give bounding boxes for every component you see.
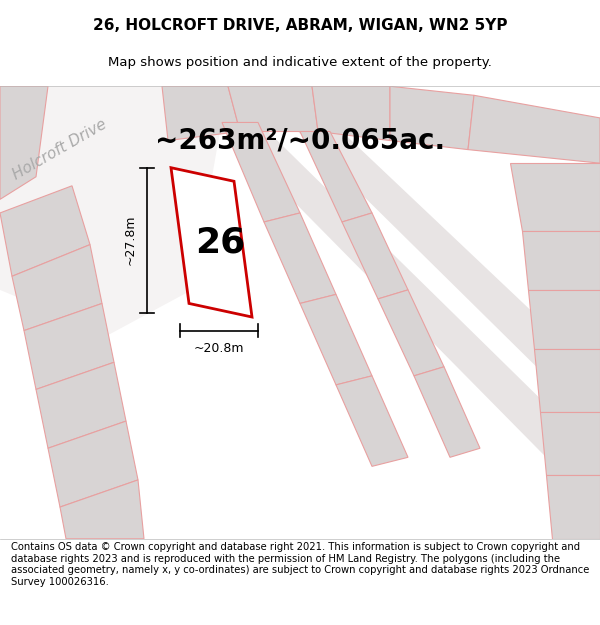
Polygon shape <box>300 294 372 385</box>
Polygon shape <box>390 86 474 149</box>
Text: Holcroft Drive: Holcroft Drive <box>10 117 110 182</box>
Polygon shape <box>468 95 600 163</box>
Polygon shape <box>510 163 600 231</box>
Polygon shape <box>312 86 390 141</box>
Polygon shape <box>300 131 372 222</box>
Polygon shape <box>414 367 480 458</box>
Polygon shape <box>36 362 126 448</box>
Text: ~20.8m: ~20.8m <box>194 342 244 355</box>
Polygon shape <box>222 122 300 222</box>
Polygon shape <box>228 86 318 131</box>
Polygon shape <box>171 168 252 317</box>
Text: Map shows position and indicative extent of the property.: Map shows position and indicative extent… <box>108 56 492 69</box>
Polygon shape <box>264 213 336 304</box>
Polygon shape <box>336 376 408 466</box>
Polygon shape <box>162 86 240 141</box>
Polygon shape <box>48 421 138 507</box>
Polygon shape <box>0 86 228 335</box>
Text: 26, HOLCROFT DRIVE, ABRAM, WIGAN, WN2 5YP: 26, HOLCROFT DRIVE, ABRAM, WIGAN, WN2 5Y… <box>93 18 507 33</box>
Polygon shape <box>252 86 600 394</box>
Polygon shape <box>378 290 444 376</box>
Text: 26: 26 <box>196 226 245 259</box>
Polygon shape <box>60 480 144 539</box>
Polygon shape <box>0 86 48 199</box>
Polygon shape <box>0 186 90 276</box>
Polygon shape <box>522 231 600 290</box>
Polygon shape <box>12 244 102 331</box>
Polygon shape <box>342 213 408 299</box>
Text: Contains OS data © Crown copyright and database right 2021. This information is : Contains OS data © Crown copyright and d… <box>11 542 589 587</box>
Polygon shape <box>528 290 600 349</box>
Text: ~263m²/~0.065ac.: ~263m²/~0.065ac. <box>155 126 445 154</box>
Text: ~27.8m: ~27.8m <box>123 215 136 266</box>
Polygon shape <box>24 304 114 389</box>
Polygon shape <box>546 476 600 539</box>
Polygon shape <box>534 349 600 412</box>
Polygon shape <box>180 86 600 476</box>
Polygon shape <box>540 412 600 476</box>
